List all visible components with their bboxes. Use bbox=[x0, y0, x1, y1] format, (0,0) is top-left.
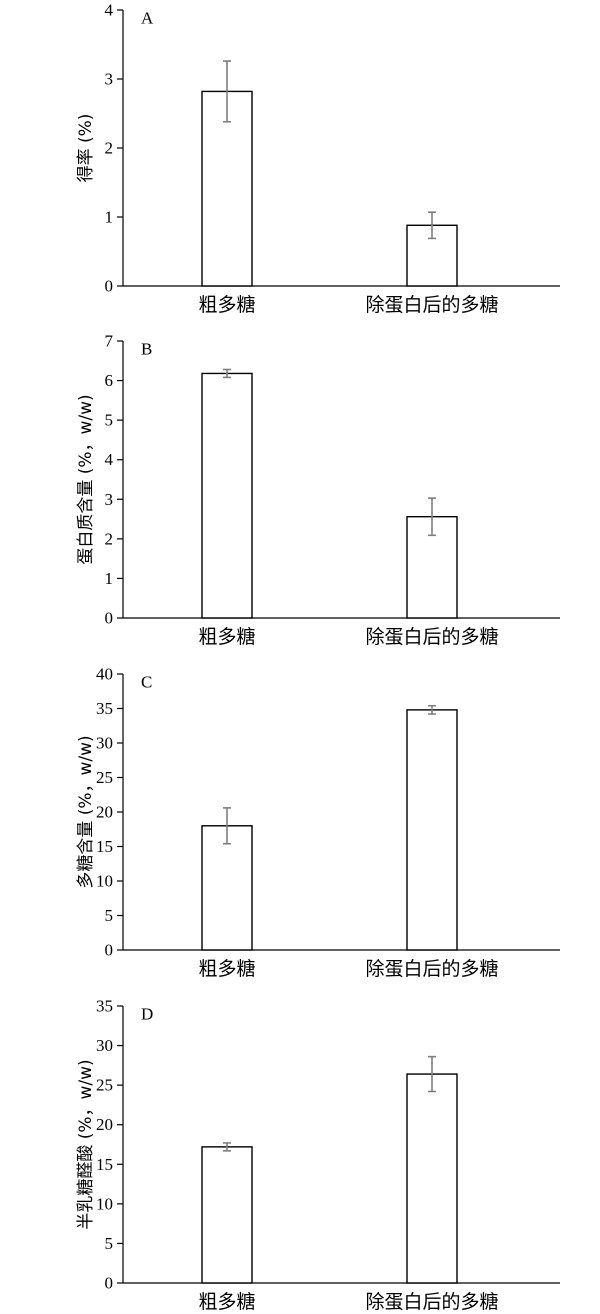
panel-a-y-tick-label: 3 bbox=[105, 70, 114, 89]
panel-c-y-tick-label: 5 bbox=[105, 906, 114, 925]
panel-c-y-tick-label: 20 bbox=[96, 803, 113, 822]
panel-a-bar-1 bbox=[201, 90, 253, 287]
panel-c-y-tick-label: 35 bbox=[96, 699, 113, 718]
panel-d-y-tick-label: 35 bbox=[96, 997, 113, 1016]
panel-c-label: C bbox=[141, 673, 152, 692]
panel-c-category-label-2: 除蛋白后的多糖 bbox=[365, 958, 498, 980]
panel-b-y-tick-label: 2 bbox=[105, 529, 114, 548]
panel-a-y-tick-label: 0 bbox=[105, 277, 114, 296]
panel-d-category-label-2: 除蛋白后的多糖 bbox=[365, 1291, 498, 1313]
panel-d-y-tick-label: 0 bbox=[105, 1274, 114, 1293]
panel-d-y-tick-label: 20 bbox=[96, 1115, 113, 1134]
panel-a-category-label-1: 粗多糖 bbox=[198, 294, 255, 316]
panel-b-bar-2 bbox=[406, 515, 458, 619]
panel-b-y-axis-title: 蛋白质含量 (%，w/w) bbox=[76, 394, 96, 564]
panel-d-bar-1 bbox=[201, 1146, 253, 1284]
panel-d-y-axis-title: 半乳糖醛酸 (%，w/w) bbox=[76, 1059, 96, 1229]
panel-b-y-tick-label: 7 bbox=[105, 332, 114, 351]
panel-b-y-tick-label: 1 bbox=[105, 569, 114, 588]
panel-d-label: D bbox=[141, 1005, 153, 1024]
panel-c-y-tick-label: 15 bbox=[96, 837, 113, 856]
panel-b-y-tick-label: 6 bbox=[105, 371, 114, 390]
panel-d-y-tick-label: 25 bbox=[96, 1076, 113, 1095]
panel-c-bar-2 bbox=[406, 709, 458, 951]
panel-b-category-label-2: 除蛋白后的多糖 bbox=[365, 626, 498, 648]
panel-d-y-tick-label: 15 bbox=[96, 1155, 113, 1174]
panel-a-y-axis-title: 得率 (%) bbox=[76, 114, 96, 183]
panel-b-y-tick-label: 4 bbox=[105, 450, 114, 469]
panel-b-y-tick-label: 5 bbox=[105, 411, 114, 430]
panel-c-y-tick-label: 25 bbox=[96, 768, 113, 787]
panel-b-category-label-1: 粗多糖 bbox=[198, 626, 255, 648]
panel-d-y-tick-label: 5 bbox=[105, 1234, 114, 1253]
panel-c-y-tick-label: 10 bbox=[96, 872, 113, 891]
panel-c-category-label-1: 粗多糖 bbox=[198, 958, 255, 980]
panel-b-label: B bbox=[141, 340, 152, 359]
panel-c-bar-1 bbox=[201, 825, 253, 951]
panel-c-y-axis-title: 多糖含量 (%，w/w) bbox=[76, 735, 96, 888]
panel-a-y-tick-label: 1 bbox=[105, 208, 114, 227]
panel-d-category-label-1: 粗多糖 bbox=[198, 1291, 255, 1313]
panel-b-bar-1 bbox=[201, 372, 253, 619]
panel-c-y-tick-label: 0 bbox=[105, 941, 114, 960]
panel-d-bar-2 bbox=[406, 1073, 458, 1284]
panel-a-y-tick-label: 4 bbox=[105, 1, 114, 20]
panel-d-y-tick-label: 30 bbox=[96, 1036, 113, 1055]
panel-a-label: A bbox=[141, 9, 154, 28]
panel-c-y-tick-label: 30 bbox=[96, 734, 113, 753]
panel-b-y-tick-label: 0 bbox=[105, 609, 114, 628]
panel-a-category-label-2: 除蛋白后的多糖 bbox=[365, 294, 498, 316]
panel-c-y-tick-label: 40 bbox=[96, 665, 113, 684]
panel-d-y-tick-label: 10 bbox=[96, 1194, 113, 1213]
panel-b-y-tick-label: 3 bbox=[105, 490, 114, 509]
panel-a-y-tick-label: 2 bbox=[105, 139, 114, 158]
